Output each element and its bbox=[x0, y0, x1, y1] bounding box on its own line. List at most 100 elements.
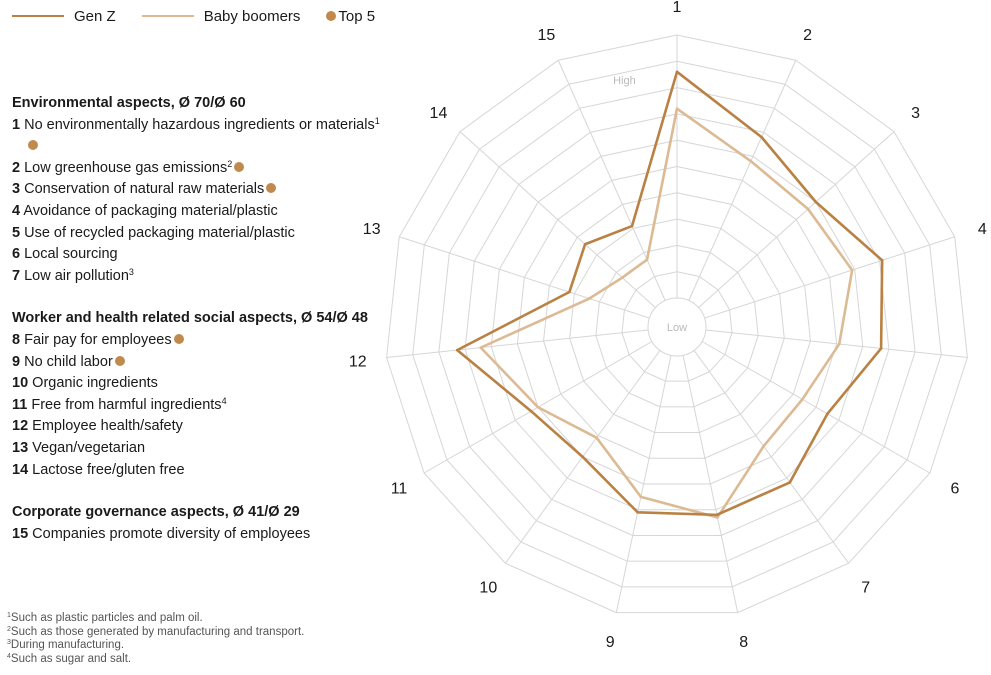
top5-dot-icon bbox=[114, 355, 125, 366]
top5-dot-icon bbox=[28, 140, 38, 151]
legend-swatch-baby-boomers bbox=[141, 15, 194, 17]
data-point-gen-z bbox=[675, 70, 679, 74]
footnote-text: Such as those generated by manufacturing… bbox=[10, 625, 305, 638]
data-point-gen-z bbox=[583, 242, 587, 246]
footnote-ref: 3 bbox=[128, 266, 134, 277]
axis-label: 9 bbox=[606, 634, 615, 651]
axis-label: 8 bbox=[739, 634, 748, 651]
aspect-label: Vegan/vegetarian bbox=[32, 439, 146, 456]
aspect-item: 5 Use of recycled packaging material/pla… bbox=[12, 223, 387, 245]
aspect-label: Avoidance of packaging material/plastic bbox=[23, 202, 278, 219]
footnote-number: 1 bbox=[7, 612, 11, 619]
aspect-item: 3 Conservation of natural raw materials bbox=[12, 179, 387, 201]
aspect-number: 8 bbox=[12, 331, 21, 348]
data-point-baby-boomers bbox=[806, 207, 810, 211]
data-point-baby-boomers bbox=[762, 444, 765, 448]
data-point-baby-boomers bbox=[675, 107, 679, 110]
aspect-number: 7 bbox=[12, 267, 21, 284]
footnote-number: 4 bbox=[7, 652, 11, 660]
aspect-label: Low air pollution bbox=[24, 267, 129, 284]
grid-ring bbox=[621, 271, 733, 382]
aspect-number: 12 bbox=[12, 418, 29, 435]
aspect-number: 13 bbox=[12, 439, 29, 456]
legend-label-gen-z: Gen Z bbox=[74, 7, 116, 25]
aspect-label: Use of recycled packaging material/plast… bbox=[24, 224, 295, 241]
aspect-number: 15 bbox=[12, 525, 29, 542]
aspect-group: Worker and health related social aspects… bbox=[12, 308, 387, 481]
top5-dot-icon bbox=[173, 333, 184, 344]
footnote: 2Such as those generated by manufacturin… bbox=[7, 626, 304, 640]
legend-label-top5: Top 5 bbox=[338, 7, 376, 25]
aspect-label: Employee health/safety bbox=[32, 418, 183, 435]
aspect-label: Low greenhouse gas emissions bbox=[24, 159, 228, 176]
grid-ring bbox=[412, 60, 942, 588]
group-title: Environmental aspects, Ø 70/Ø 60 bbox=[12, 95, 246, 111]
axis-label: 15 bbox=[538, 27, 556, 44]
grid-ring bbox=[438, 87, 916, 562]
footnote-number: 2 bbox=[7, 625, 11, 633]
footnote-ref: 1 bbox=[374, 115, 380, 126]
grid-ring bbox=[464, 113, 890, 536]
aspect-label: No environmentally hazardous ingredients… bbox=[24, 116, 375, 133]
aspect-label: Companies promote diversity of employees bbox=[32, 525, 311, 542]
scale-label-low: Low bbox=[667, 322, 687, 334]
axis-label: 2 bbox=[803, 27, 812, 44]
aspect-label: Lactose free/gluten free bbox=[32, 461, 185, 478]
data-point-gen-z bbox=[880, 259, 884, 262]
legend-label-baby-boomers: Baby boomers bbox=[203, 7, 301, 25]
scale-label-high: High bbox=[613, 75, 636, 87]
aspect-number: 4 bbox=[12, 202, 21, 219]
aspect-item: 1 No environmentally hazardous ingredien… bbox=[12, 115, 387, 158]
data-point-gen-z bbox=[826, 412, 829, 416]
data-point-gen-z bbox=[760, 135, 763, 139]
aspect-item: 2 Low greenhouse gas emissions2 bbox=[12, 158, 387, 180]
footnotes: 1Such as plastic particles and palm oil.… bbox=[7, 612, 304, 666]
aspect-item: 8 Fair pay for employees bbox=[12, 330, 387, 352]
grid-ring bbox=[490, 139, 864, 511]
aspect-number: 2 bbox=[12, 159, 21, 176]
data-point-baby-boomers bbox=[645, 258, 649, 261]
aspect-groups: Environmental aspects, Ø 70/Ø 60 1 No env… bbox=[12, 93, 387, 566]
aspect-number: 1 bbox=[12, 116, 21, 133]
footnote: 3During manufacturing. bbox=[7, 639, 304, 653]
aspect-item: 14 Lactose free/gluten free bbox=[12, 460, 387, 482]
aspect-item: 7 Low air pollution3 bbox=[12, 266, 387, 288]
axis-label: 7 bbox=[861, 580, 870, 597]
aspect-number: 10 bbox=[12, 375, 29, 392]
data-point-gen-z bbox=[455, 348, 459, 352]
data-point-baby-boomers bbox=[639, 495, 643, 499]
legend-item-gen-z: Gen Z bbox=[12, 8, 116, 25]
series-line-gen-z bbox=[455, 70, 884, 517]
legend-item-baby-boomers: Baby boomers bbox=[141, 7, 301, 25]
legend: Gen Z Baby boomers Top 5 bbox=[12, 6, 401, 26]
data-point-gen-z bbox=[879, 347, 883, 350]
aspect-group: Environmental aspects, Ø 70/Ø 60 1 No env… bbox=[12, 93, 387, 287]
footnote: 4Such as sugar and salt. bbox=[7, 653, 304, 667]
data-point-baby-boomers bbox=[595, 436, 598, 439]
axis-label: 12 bbox=[349, 354, 367, 371]
data-point-baby-boomers bbox=[588, 297, 591, 300]
series-line-baby-boomers bbox=[479, 107, 854, 519]
footnote-ref: 4 bbox=[221, 395, 227, 406]
grid-center-circle bbox=[647, 297, 707, 357]
aspect-label: Local sourcing bbox=[24, 246, 118, 263]
data-point-gen-z bbox=[636, 510, 639, 514]
footnote-text: Such as plastic particles and palm oil. bbox=[10, 612, 203, 624]
axis-label: 3 bbox=[911, 105, 920, 122]
footnote-text: Such as sugar and salt. bbox=[10, 652, 132, 665]
axis-label: 1 bbox=[673, 0, 682, 16]
footnote: 1Such as plastic particles and palm oil. bbox=[7, 612, 304, 626]
aspect-item: 10 Organic ingredients bbox=[12, 373, 387, 395]
grid-ring bbox=[386, 34, 968, 614]
aspect-group: Corporate governance aspects, Ø 41/Ø 29 1… bbox=[12, 502, 387, 545]
data-point-baby-boomers bbox=[801, 398, 804, 401]
aspect-item: 15 Companies promote diversity of employ… bbox=[12, 524, 387, 546]
aspect-number: 9 bbox=[12, 353, 21, 370]
axis-label: 14 bbox=[430, 105, 448, 122]
aspect-label: No child labor bbox=[24, 353, 113, 370]
aspect-number: 5 bbox=[12, 224, 21, 241]
top5-dot-icon bbox=[234, 161, 245, 172]
axis-label: 13 bbox=[363, 221, 381, 238]
footnote-number: 3 bbox=[7, 639, 11, 647]
